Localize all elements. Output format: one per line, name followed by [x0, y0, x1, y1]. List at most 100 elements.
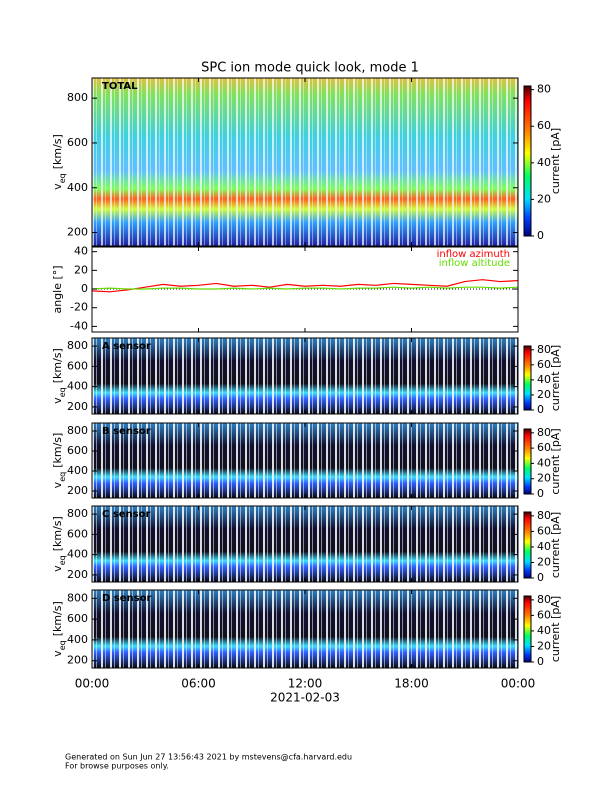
colorbar-tick-label: 0: [537, 403, 544, 416]
y-tick-label: 400: [67, 633, 88, 646]
y-tick-label: 600: [67, 359, 88, 372]
angle-line: [91, 286, 519, 290]
angle-line: [91, 279, 519, 293]
panel-label: TOTAL: [102, 81, 138, 92]
colorbar-label: current [pA]: [549, 428, 562, 494]
colorbar-tick-label: 0: [537, 487, 544, 500]
colorbar-label: current [pA]: [549, 596, 562, 662]
y-axis-label-sub: eq: [58, 173, 67, 183]
colorbar-tick-label: 80: [537, 83, 551, 96]
colorbar-tick-label: 80: [537, 593, 551, 606]
colorbar-label: current [pA]: [549, 345, 562, 411]
y-axis-label-sub: eq: [58, 640, 67, 650]
y-tick-label: 40: [74, 245, 88, 258]
colorbar-tick-label: 40: [537, 373, 551, 386]
spectrogram-gaps: [92, 506, 518, 582]
y-tick-label: 200: [67, 484, 88, 497]
y-axis-label-unit: [km/s]: [51, 433, 64, 468]
y-axis-label-sub: eq: [58, 472, 67, 482]
colorbar-tick-label: 40: [537, 156, 551, 169]
legend-entry: inflow altitude: [439, 258, 510, 269]
y-tick-label: 20: [74, 263, 88, 276]
y-tick-label: 200: [67, 226, 88, 239]
colorbar: [523, 511, 532, 579]
panel-label: B sensor: [102, 426, 151, 437]
colorbar-tick-label: 40: [537, 540, 551, 553]
y-axis-label-main: v: [51, 565, 64, 572]
y-axis-label-unit: [km/s]: [51, 601, 64, 636]
y-axis-label-main: v: [51, 397, 64, 404]
colorbar-tick-label: 80: [537, 343, 551, 356]
panel-label: D sensor: [102, 593, 151, 604]
x-axis-label: 2021-02-03: [270, 691, 340, 705]
y-tick-label: 200: [67, 400, 88, 413]
colorbar-tick-label: 20: [537, 192, 551, 205]
y-axis-label-main: v: [51, 650, 64, 657]
colorbar-tick-label: 20: [537, 388, 551, 401]
panel-label: C sensor: [102, 509, 150, 520]
colorbar-tick-label: 0: [537, 571, 544, 584]
y-axis-label-unit: [km/s]: [51, 348, 64, 383]
x-tick-label: 06:00: [181, 677, 216, 691]
colorbar-tick-label: 20: [537, 472, 551, 485]
y-tick-label: 0: [81, 282, 88, 295]
y-axis-label: veq [km/s]: [51, 516, 67, 572]
y-axis-label: veq [km/s]: [51, 601, 67, 657]
y-tick-label: 400: [67, 464, 88, 477]
colorbar-tick-label: 60: [537, 608, 551, 621]
colorbar-tick-label: 80: [537, 509, 551, 522]
y-axis-label-sub: eq: [58, 387, 67, 397]
y-tick-label: 600: [67, 444, 88, 457]
colorbar: [523, 595, 532, 663]
y-tick-label: 400: [67, 181, 88, 194]
colorbar-tick-label: 20: [537, 555, 551, 568]
colorbar: [523, 85, 532, 237]
colorbar-label: current [pA]: [549, 128, 562, 194]
y-axis-label: veq [km/s]: [51, 433, 67, 489]
y-tick-label: 200: [67, 568, 88, 581]
y-tick-label: 800: [67, 591, 88, 604]
colorbar-tick-label: 60: [537, 358, 551, 371]
colorbar-tick-label: 0: [537, 655, 544, 668]
y-tick-label: -20: [70, 301, 88, 314]
title: SPC ion mode quick look, mode 1: [201, 61, 419, 76]
colorbar-tick-label: 60: [537, 119, 551, 132]
y-tick-label: 800: [67, 91, 88, 104]
y-tick-label: 800: [67, 339, 88, 352]
y-axis-label-main: v: [51, 183, 64, 190]
spectrogram-gaps: [92, 423, 518, 498]
x-tick-label: 00:00: [501, 677, 536, 691]
colorbar-tick-label: 40: [537, 624, 551, 637]
colorbar-tick-label: 60: [537, 441, 551, 454]
panel-label: A sensor: [102, 341, 151, 352]
y-tick-label: 800: [67, 507, 88, 520]
y-tick-label: 600: [67, 527, 88, 540]
y-tick-label: 400: [67, 380, 88, 393]
y-axis-label-unit: [km/s]: [51, 516, 64, 551]
spectrogram-gaps: [92, 338, 518, 414]
colorbar-tick-label: 60: [537, 524, 551, 537]
y-axis-label: angle [°]: [51, 265, 64, 313]
y-axis-label: veq [km/s]: [51, 348, 67, 404]
legend-entry: inflow azimuth: [437, 249, 510, 260]
y-tick-label: -40: [70, 319, 88, 332]
y-axis-label: veq [km/s]: [51, 134, 67, 190]
y-tick-label: 200: [67, 654, 88, 667]
colorbar: [523, 428, 532, 495]
y-tick-label: 800: [67, 424, 88, 437]
y-tick-label: 400: [67, 548, 88, 561]
x-tick-label: 00:00: [75, 677, 110, 691]
colorbar-tick-label: 40: [537, 456, 551, 469]
x-tick-label: 18:00: [394, 677, 429, 691]
spectrogram-gaps: [92, 78, 518, 246]
y-tick-label: 600: [67, 612, 88, 625]
colorbar-tick-label: 0: [537, 229, 544, 242]
y-axis-label-sub: eq: [58, 555, 67, 565]
y-tick-label: 600: [67, 136, 88, 149]
colorbar: [523, 345, 532, 411]
colorbar-tick-label: 20: [537, 639, 551, 652]
colorbar-tick-label: 80: [537, 426, 551, 439]
footer-line: Generated on Sun Jun 27 13:56:43 2021 by…: [65, 753, 352, 762]
spectrogram-gaps: [92, 590, 518, 668]
